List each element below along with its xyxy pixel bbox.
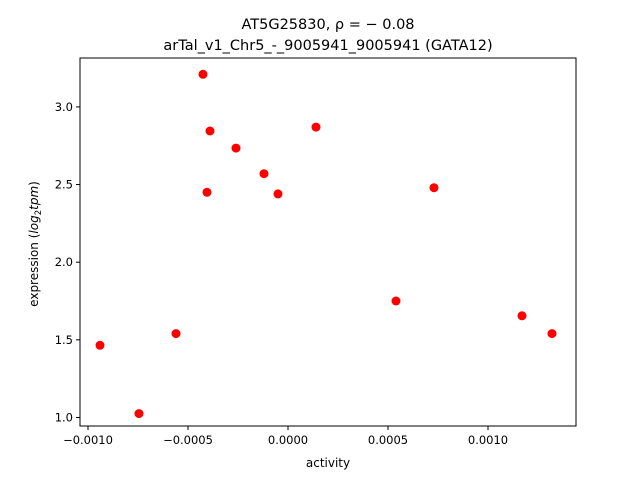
data-point-1 bbox=[95, 340, 105, 350]
y-axis-label: expression (log2tpm) bbox=[27, 181, 44, 307]
data-point-8 bbox=[259, 169, 269, 179]
plot-area-frame bbox=[79, 57, 577, 427]
data-point-2 bbox=[134, 409, 144, 419]
x-tick-label-2: −0.0005 bbox=[163, 433, 213, 447]
data-point-3 bbox=[171, 329, 181, 339]
x-tick-label-3: 0.0000 bbox=[268, 433, 308, 447]
data-point-13 bbox=[517, 311, 527, 321]
y-axis-ticks: 1.0 1.5 2.0 2.5 3.0 bbox=[55, 100, 80, 424]
data-point-6 bbox=[202, 187, 212, 197]
chart-title-line1: AT5G25830, ρ = − 0.08 bbox=[241, 17, 414, 33]
y-axis-label-tpm: tpm bbox=[27, 186, 41, 210]
data-point-14 bbox=[547, 329, 557, 339]
data-point-7 bbox=[231, 143, 241, 153]
y-axis-label-log: log bbox=[27, 215, 41, 234]
data-point-12 bbox=[429, 183, 439, 193]
y-tick-label-5: 3.0 bbox=[55, 100, 73, 114]
data-point-4 bbox=[198, 69, 208, 79]
data-point-9 bbox=[273, 189, 283, 199]
data-point-11 bbox=[391, 296, 401, 306]
chart-title-line2: arTal_v1_Chr5_-_9005941_9005941 (GATA12) bbox=[163, 38, 492, 54]
x-tick-label-4: 0.0005 bbox=[368, 433, 408, 447]
data-points bbox=[95, 69, 557, 419]
x-tick-label-1: −0.0010 bbox=[63, 433, 113, 447]
y-tick-label-3: 2.0 bbox=[55, 255, 73, 269]
x-tick-label-5: 0.0010 bbox=[468, 433, 508, 447]
y-axis-label-subscript: 2 bbox=[34, 210, 44, 215]
x-axis-label: activity bbox=[306, 456, 350, 470]
y-tick-label-2: 1.5 bbox=[55, 333, 73, 347]
y-tick-label-4: 2.5 bbox=[55, 178, 73, 192]
data-point-5 bbox=[205, 126, 215, 136]
y-axis-label-suffix: ) bbox=[27, 181, 41, 186]
y-axis-label-prefix: expression ( bbox=[27, 234, 41, 307]
data-point-10 bbox=[311, 122, 321, 132]
x-axis-ticks: −0.0010 −0.0005 0.0000 0.0005 0.0010 bbox=[63, 426, 508, 447]
y-tick-label-1: 1.0 bbox=[55, 410, 73, 424]
